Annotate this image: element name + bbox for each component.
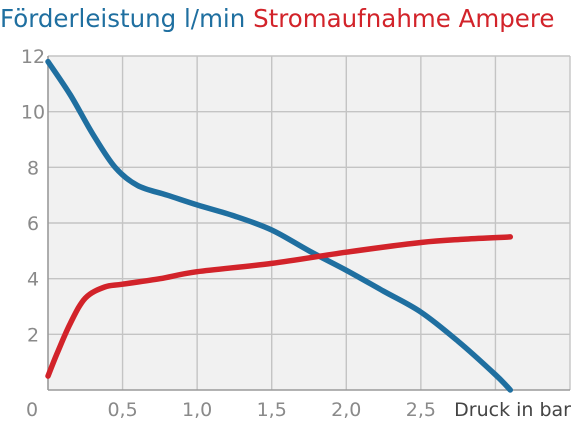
series-line-flow-rate <box>45 58 514 393</box>
series-line-current <box>45 234 514 379</box>
x-tick-label: 2,0 <box>331 399 361 421</box>
x-tick-label: 0 <box>26 399 38 421</box>
x-tick-label: 1,5 <box>257 399 287 421</box>
x-axis-label: Druck in bar <box>454 399 571 421</box>
title-current: Stromaufnahme Ampere <box>253 4 555 33</box>
x-tick-label: 0,5 <box>107 399 137 421</box>
y-tick-label: 4 <box>27 269 39 291</box>
x-tick-label: 2,5 <box>406 399 436 421</box>
y-tick-label: 2 <box>27 324 39 346</box>
y-tick-label: 10 <box>21 102 45 124</box>
title-flow-rate: Förderleistung l/min <box>0 4 246 33</box>
y-tick-label: 12 <box>21 46 45 68</box>
y-tick-label: 8 <box>27 157 39 179</box>
y-tick-label: 6 <box>27 213 39 235</box>
x-tick-label: 1,0 <box>182 399 212 421</box>
chart-title: Förderleistung l/min Stromaufnahme Amper… <box>0 4 554 38</box>
